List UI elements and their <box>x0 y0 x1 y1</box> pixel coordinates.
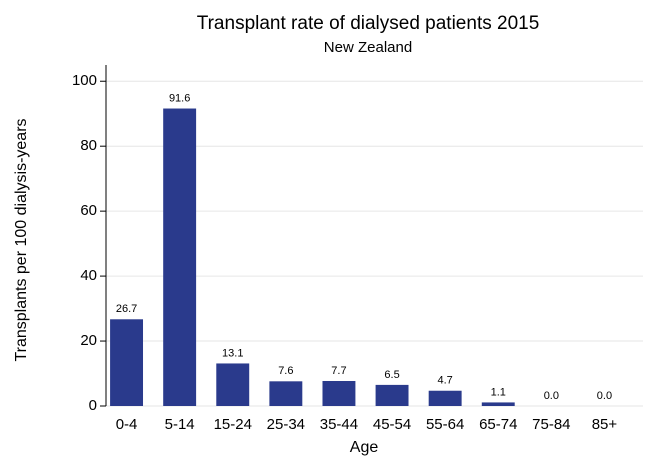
chart-subtitle: New Zealand <box>324 39 412 56</box>
bar <box>269 381 303 406</box>
x-tick-label: 75-84 <box>532 416 570 433</box>
value-label: 4.7 <box>438 375 453 387</box>
y-tick-label: 20 <box>80 332 97 349</box>
value-label: 0.0 <box>544 390 559 402</box>
y-tick-label: 40 <box>80 267 97 284</box>
y-tick-label: 100 <box>72 72 97 89</box>
value-label: 13.1 <box>222 347 243 359</box>
x-tick-label: 5-14 <box>165 416 195 433</box>
x-tick-label: 0-4 <box>116 416 138 433</box>
value-label: 0.0 <box>597 390 612 402</box>
bar <box>110 319 144 406</box>
bar <box>216 363 250 406</box>
y-axis-label: Transplants per 100 dialysis-years <box>13 118 30 361</box>
chart-title: Transplant rate of dialysed patients 201… <box>197 13 540 34</box>
value-label: 7.6 <box>278 365 293 377</box>
value-label: 91.6 <box>169 92 190 104</box>
value-label: 6.5 <box>384 369 399 381</box>
bar <box>428 390 462 406</box>
value-label: 26.7 <box>116 303 137 315</box>
bar <box>322 380 356 406</box>
x-tick-label: 35-44 <box>320 416 358 433</box>
bar <box>163 108 197 406</box>
y-tick-label: 80 <box>80 137 97 154</box>
y-tick-label: 0 <box>89 397 97 414</box>
bar <box>481 402 515 406</box>
x-tick-label: 85+ <box>592 416 618 433</box>
x-tick-label: 55-64 <box>426 416 464 433</box>
x-tick-label: 15-24 <box>214 416 252 433</box>
value-label: 1.1 <box>491 386 506 398</box>
x-tick-label: 25-34 <box>267 416 305 433</box>
x-tick-label: 45-54 <box>373 416 411 433</box>
y-tick-label: 60 <box>80 202 97 219</box>
bar <box>375 384 409 406</box>
value-label: 7.7 <box>331 365 346 377</box>
x-tick-label: 65-74 <box>479 416 517 433</box>
x-axis-label: Age <box>350 439 379 456</box>
